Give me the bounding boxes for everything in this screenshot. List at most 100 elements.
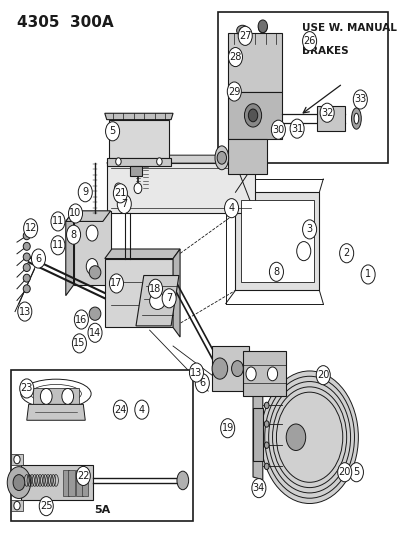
Text: 24: 24	[114, 405, 126, 415]
Polygon shape	[82, 470, 88, 496]
Polygon shape	[173, 249, 180, 337]
Circle shape	[264, 402, 268, 409]
Text: 2: 2	[343, 248, 349, 259]
Polygon shape	[252, 390, 262, 480]
Polygon shape	[11, 500, 23, 512]
Polygon shape	[107, 155, 262, 163]
Text: 23: 23	[21, 383, 33, 393]
Polygon shape	[76, 470, 82, 496]
Circle shape	[302, 220, 316, 239]
Circle shape	[319, 103, 333, 122]
Circle shape	[349, 463, 363, 482]
Circle shape	[228, 47, 242, 67]
Text: 25: 25	[40, 501, 52, 511]
Text: 20: 20	[338, 467, 350, 477]
Circle shape	[352, 90, 366, 109]
Circle shape	[40, 389, 52, 405]
Polygon shape	[104, 259, 173, 327]
Ellipse shape	[236, 25, 248, 36]
Circle shape	[339, 244, 353, 263]
Text: 17: 17	[110, 278, 122, 288]
Text: 4: 4	[138, 405, 145, 415]
Polygon shape	[135, 276, 178, 326]
Polygon shape	[21, 465, 93, 500]
Ellipse shape	[351, 108, 361, 129]
Polygon shape	[227, 92, 282, 139]
Text: 6: 6	[199, 378, 205, 388]
Text: 33: 33	[354, 94, 366, 104]
FancyBboxPatch shape	[217, 12, 387, 163]
Circle shape	[220, 419, 234, 438]
Circle shape	[31, 249, 45, 268]
Text: USE W. MANUAL: USE W. MANUAL	[301, 22, 396, 33]
Text: 14: 14	[89, 328, 101, 338]
Text: 5A: 5A	[93, 505, 110, 515]
Polygon shape	[107, 158, 171, 166]
Ellipse shape	[353, 114, 358, 124]
Polygon shape	[11, 454, 23, 465]
Polygon shape	[104, 249, 180, 259]
Circle shape	[269, 262, 283, 281]
Polygon shape	[133, 130, 142, 136]
Circle shape	[13, 474, 25, 490]
Polygon shape	[74, 211, 110, 285]
Circle shape	[316, 366, 330, 385]
Circle shape	[285, 424, 305, 450]
Circle shape	[72, 334, 86, 353]
Text: 8: 8	[70, 230, 76, 240]
Circle shape	[237, 26, 252, 45]
Circle shape	[39, 497, 53, 516]
Circle shape	[227, 82, 241, 101]
Circle shape	[74, 310, 88, 329]
Circle shape	[264, 421, 268, 427]
Circle shape	[211, 358, 227, 379]
Text: 19: 19	[221, 423, 233, 433]
Circle shape	[20, 379, 34, 398]
Ellipse shape	[176, 471, 188, 490]
Text: BRAKES: BRAKES	[301, 46, 348, 56]
Circle shape	[76, 466, 90, 486]
Text: 26: 26	[303, 36, 315, 46]
Text: 11: 11	[52, 216, 64, 227]
Text: 31: 31	[290, 124, 302, 134]
Circle shape	[360, 265, 374, 284]
Circle shape	[68, 204, 82, 223]
Polygon shape	[317, 106, 344, 131]
Circle shape	[18, 302, 32, 321]
Circle shape	[248, 109, 257, 122]
FancyBboxPatch shape	[11, 370, 192, 521]
Text: 4: 4	[228, 203, 234, 213]
Ellipse shape	[23, 232, 30, 240]
Text: 5: 5	[109, 126, 115, 136]
Circle shape	[115, 158, 121, 165]
Polygon shape	[243, 351, 285, 397]
Ellipse shape	[89, 307, 101, 320]
Text: 9: 9	[82, 187, 88, 197]
Text: 7: 7	[166, 293, 172, 303]
Circle shape	[148, 279, 162, 298]
Text: 1: 1	[364, 270, 370, 279]
Circle shape	[271, 120, 285, 139]
Text: 13: 13	[190, 368, 202, 377]
Circle shape	[66, 225, 81, 244]
Ellipse shape	[23, 285, 30, 293]
Polygon shape	[227, 139, 266, 174]
Polygon shape	[130, 166, 142, 176]
Circle shape	[7, 467, 31, 498]
Circle shape	[264, 463, 268, 470]
Circle shape	[231, 361, 243, 376]
Ellipse shape	[214, 146, 228, 169]
Text: 7: 7	[121, 199, 127, 209]
Circle shape	[216, 151, 226, 164]
Polygon shape	[62, 470, 69, 496]
Polygon shape	[109, 119, 169, 158]
Circle shape	[51, 236, 65, 255]
Circle shape	[251, 479, 265, 498]
Circle shape	[62, 389, 74, 405]
Circle shape	[117, 195, 131, 214]
Circle shape	[302, 31, 316, 51]
Text: 3: 3	[306, 224, 312, 235]
Text: 11: 11	[52, 240, 64, 251]
Text: 29: 29	[228, 86, 240, 96]
Text: 30: 30	[272, 125, 284, 135]
